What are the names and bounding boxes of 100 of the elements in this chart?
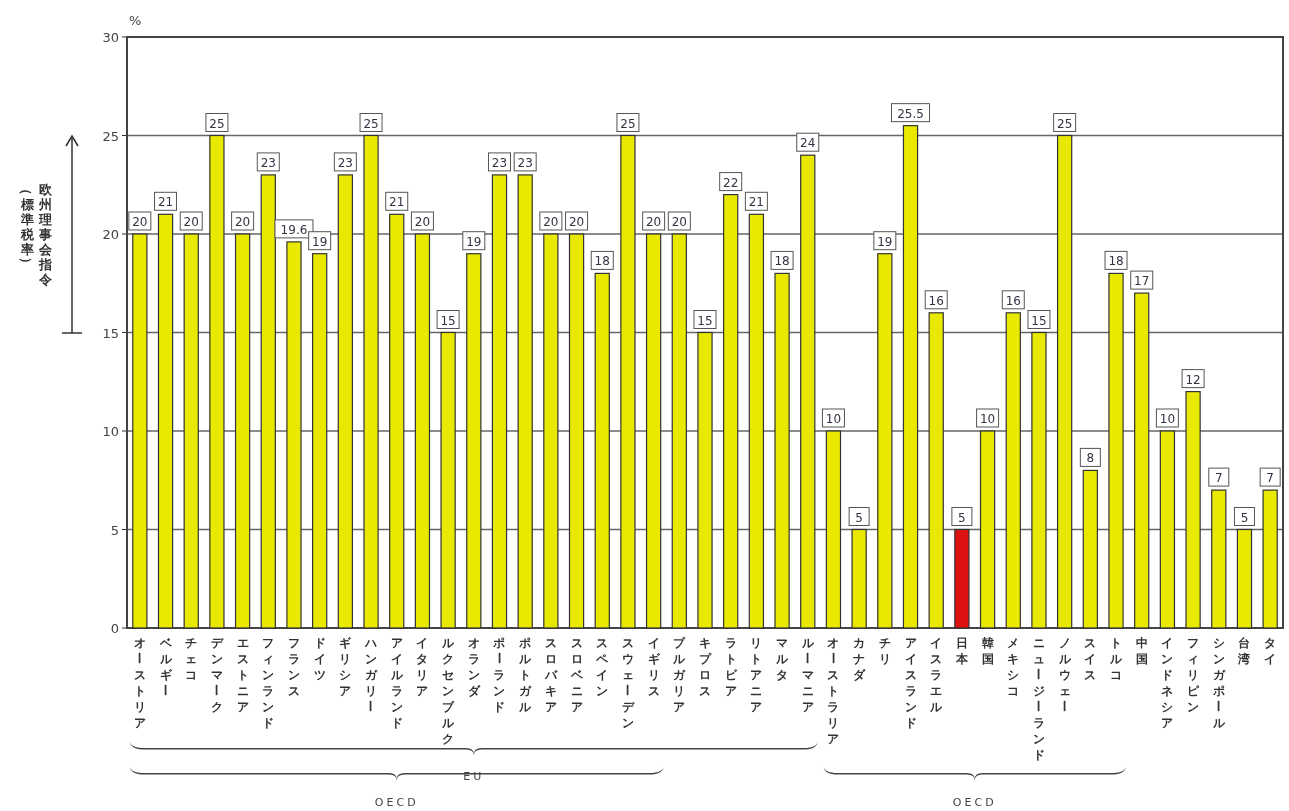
x-tick-label: ギリシア (339, 635, 353, 698)
x-tick-label: ラトビア (724, 635, 738, 698)
x-tick-label: インドネシア (1161, 635, 1174, 730)
data-label: 25 (363, 116, 379, 131)
text: OECD (374, 796, 419, 809)
y-tick-label: 25 (102, 128, 119, 144)
data-label: 15 (697, 313, 713, 328)
x-tick-label: キプロス (699, 635, 712, 698)
data-label: 21 (157, 195, 174, 210)
data-label: 22 (723, 175, 739, 190)
data-label: 19 (466, 234, 482, 249)
x-tick-label: アイスランド (904, 635, 917, 730)
x-tick-label: オランダ (467, 635, 481, 698)
data-label: 16 (928, 293, 944, 308)
data-label: 20 (568, 215, 585, 229)
data-label: 5 (1240, 510, 1249, 525)
x-tick-label: ルクセンブルク (441, 635, 456, 746)
data-label: 5 (855, 510, 863, 525)
data-label: 7 (1214, 471, 1223, 486)
x-tick-label: エストニア (236, 635, 249, 714)
data-label: 10 (1159, 412, 1176, 426)
x-tick-label: 韓国 (981, 635, 994, 666)
y-tick-label: 5 (110, 522, 119, 538)
y-axis-title: % (129, 13, 142, 28)
data-label: 20 (543, 215, 559, 229)
data-label: 19.6 (280, 222, 308, 237)
x-tick-label: フランス (287, 635, 300, 698)
data-label: 25.5 (897, 106, 924, 121)
data-label: 24 (800, 136, 816, 151)
data-label: 21 (389, 195, 405, 210)
data-label: 16 (1005, 293, 1021, 308)
x-tick-label: ブルガリア (672, 635, 687, 714)
x-tick-label: スロベニア (569, 635, 584, 714)
data-label: 18 (594, 254, 610, 269)
x-tick-label: メキシコ (1007, 635, 1020, 698)
x-tick-label: イギリス (647, 635, 661, 698)
x-tick-label: アイルランド (389, 635, 404, 730)
data-label: 20 (671, 215, 687, 229)
data-label: 20 (645, 215, 662, 229)
x-tick-label: チェコ (185, 635, 198, 682)
x-tick-label: スロバキア (543, 635, 558, 714)
x-tick-label: シンガポール (1211, 635, 1226, 730)
x-tick-label: 日本 (954, 635, 969, 666)
data-label: 21 (748, 195, 765, 210)
y-tick-label: 10 (102, 424, 119, 439)
data-label: 10 (825, 412, 842, 426)
data-label: 8 (1086, 451, 1095, 466)
y-tick-label: 30 (102, 30, 119, 45)
x-tick-label: ニュージーランド (1031, 635, 1046, 762)
x-tick-label: イタリア (416, 635, 429, 698)
text: OECD (952, 796, 997, 809)
x-tick-label: イスラエル (929, 635, 944, 714)
x-tick-label: 中国 (1135, 635, 1148, 666)
data-label: 18 (774, 254, 790, 269)
x-tick-label: スイス (1084, 635, 1097, 682)
x-tick-label: スウェーデン (620, 635, 635, 730)
text: 欧州理事会指令（標準税率） (19, 181, 53, 287)
x-tick-label: 台湾 (1237, 635, 1251, 666)
bar (491, 174, 508, 629)
x-tick-label: オーストラリア (825, 635, 840, 746)
data-label: 25 (1057, 116, 1073, 131)
x-tick-label: カナダ (853, 635, 867, 682)
y-tick-label: 0 (110, 621, 119, 636)
data-label: 20 (183, 215, 199, 229)
x-tick-label: トルコ (1109, 635, 1124, 682)
x-tick-label: マルタ (775, 635, 790, 682)
y-tick-label: 20 (102, 227, 119, 242)
x-tick-label: ポーランド (491, 635, 506, 714)
x-tick-label: ベルギー (157, 635, 173, 696)
x-tick-label: チリ (878, 635, 891, 666)
x-tick-label: デンマーク (209, 635, 224, 714)
data-label: 25 (620, 116, 636, 131)
data-label: 12 (1185, 372, 1201, 387)
x-tick-label: ドイツ (313, 635, 326, 682)
data-label: 15 (440, 313, 456, 328)
data-label: 19 (877, 234, 893, 249)
data-label: 7 (1266, 471, 1274, 486)
x-tick-label: ハンガリー (363, 635, 379, 712)
data-label: 5 (958, 510, 966, 525)
data-label: 10 (979, 412, 996, 426)
data-label: 19 (312, 234, 328, 249)
x-tick-label: オーストリア (132, 635, 147, 730)
x-tick-label: フィンランド (262, 635, 275, 730)
data-label: 20 (132, 215, 148, 229)
data-label: 17 (1134, 274, 1150, 289)
data-label: 23 (260, 155, 276, 170)
x-tick-label: ルーマニア (800, 635, 815, 714)
x-tick-label: タイ (1264, 635, 1277, 666)
data-label: 23 (491, 155, 508, 170)
data-label: 23 (517, 155, 533, 170)
data-label: 25 (209, 116, 225, 131)
x-tick-label: リトアニア (750, 635, 763, 714)
data-label: 20 (234, 215, 251, 229)
x-tick-label: スペイン (595, 635, 610, 698)
x-tick-label: ノルウェー (1057, 635, 1072, 712)
y-tick-label: 15 (102, 325, 119, 341)
data-label: 15 (1031, 313, 1047, 328)
x-tick-label: ポルトガル (518, 635, 533, 714)
data-label: 20 (414, 215, 431, 229)
data-label: 23 (337, 155, 353, 170)
